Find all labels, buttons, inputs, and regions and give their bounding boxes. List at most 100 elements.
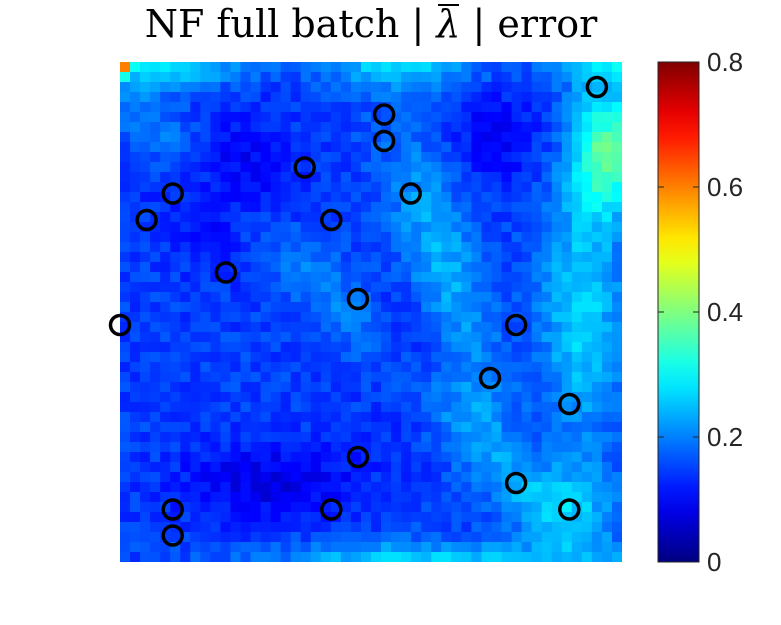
heatmap-cell — [521, 542, 533, 553]
heatmap-cell — [561, 362, 573, 373]
heatmap-cell — [220, 92, 232, 103]
heatmap-cell — [130, 212, 141, 223]
heatmap-cell — [591, 472, 603, 483]
heatmap-cell — [220, 192, 232, 203]
heatmap-cell — [230, 242, 242, 253]
colorbar — [657, 61, 700, 563]
heatmap-cell — [481, 372, 493, 383]
heatmap-cell — [220, 522, 232, 533]
heatmap-cell — [180, 452, 191, 463]
heatmap-cell — [501, 342, 513, 353]
heatmap-cell — [531, 392, 543, 403]
heatmap-cell — [501, 202, 513, 213]
heatmap-cell — [461, 312, 472, 323]
heatmap-cell — [190, 232, 201, 243]
heatmap-cell — [451, 92, 462, 103]
heatmap-cell — [441, 232, 452, 243]
heatmap-cell — [541, 312, 553, 323]
heatmap-cell — [280, 372, 292, 383]
heatmap-cell — [120, 372, 131, 383]
heatmap-cell — [411, 312, 422, 323]
heatmap-cell — [190, 292, 201, 303]
heatmap-cell — [280, 382, 292, 393]
heatmap-cell — [611, 492, 622, 503]
heatmap-cell — [601, 422, 613, 433]
heatmap-cell — [150, 272, 161, 283]
heatmap-cell — [190, 452, 201, 463]
heatmap-cell — [541, 182, 553, 193]
heatmap-cell — [571, 472, 583, 483]
heatmap-cell — [451, 532, 462, 543]
heatmap-cell — [481, 62, 493, 73]
heatmap-cell — [160, 312, 171, 323]
heatmap-cell — [200, 262, 211, 273]
heatmap-cell — [611, 362, 622, 373]
heatmap-cell — [200, 92, 211, 103]
heatmap-cell — [591, 302, 603, 313]
heatmap-cell — [531, 372, 543, 383]
heatmap-cell — [371, 72, 382, 83]
heatmap-cell — [350, 142, 362, 153]
heatmap-cell — [611, 282, 622, 293]
heatmap-cell — [210, 342, 221, 353]
heatmap-cell — [120, 392, 131, 403]
heatmap-cell — [561, 222, 573, 233]
heatmap-cell — [310, 242, 322, 253]
heatmap-cell — [240, 292, 252, 303]
heatmap-cell — [130, 82, 141, 93]
heatmap-cell — [220, 322, 232, 333]
heatmap-cell — [270, 402, 282, 413]
heatmap-cell — [511, 352, 523, 363]
heatmap-cell — [160, 432, 171, 443]
heatmap-cell — [200, 552, 211, 562]
heatmap-cell — [531, 202, 543, 213]
heatmap-cell — [481, 272, 493, 283]
heatmap-cell — [411, 522, 422, 533]
heatmap-cell — [220, 412, 232, 423]
heatmap-cell — [240, 462, 252, 473]
heatmap-cell — [491, 282, 503, 293]
heatmap-cell — [451, 352, 462, 363]
heatmap-cell — [360, 132, 372, 143]
heatmap-cell — [431, 282, 442, 293]
heatmap-cell — [330, 362, 342, 373]
heatmap-cell — [441, 102, 452, 113]
heatmap-cell — [340, 192, 352, 203]
heatmap-cell — [310, 302, 322, 313]
heatmap-cell — [501, 452, 513, 463]
heatmap-cell — [381, 72, 392, 83]
heatmap-cell — [250, 532, 262, 543]
heatmap-cell — [431, 122, 442, 133]
heatmap-cell — [150, 402, 161, 413]
heatmap-cell — [300, 442, 312, 453]
heatmap-cell — [461, 322, 472, 333]
heatmap-cell — [150, 342, 161, 353]
heatmap-cell — [230, 452, 242, 463]
heatmap-cell — [210, 492, 221, 503]
heatmap-cell — [170, 182, 181, 193]
heatmap-cell — [431, 352, 442, 363]
heatmap-cell — [571, 132, 583, 143]
heatmap-cell — [461, 252, 472, 263]
heatmap-cell — [511, 102, 523, 113]
heatmap-cell — [601, 532, 613, 543]
heatmap-cell — [511, 402, 523, 413]
heatmap-cell — [371, 472, 382, 483]
heatmap-cell — [360, 162, 372, 173]
heatmap-cell — [431, 382, 442, 393]
heatmap-cell — [160, 262, 171, 273]
heatmap-cell — [531, 432, 543, 443]
heatmap-cell — [290, 122, 302, 133]
heatmap-cell — [130, 312, 141, 323]
heatmap-cell — [190, 302, 201, 313]
heatmap-cell — [270, 162, 282, 173]
heatmap-cell — [350, 272, 362, 283]
heatmap-cell — [521, 492, 533, 503]
heatmap-cell — [140, 352, 151, 363]
heatmap-cell — [210, 232, 221, 243]
heatmap-cell — [541, 402, 553, 413]
sample-marker — [372, 103, 396, 126]
heatmap-cell — [511, 202, 523, 213]
heatmap-cell — [401, 502, 412, 513]
heatmap-cell — [551, 372, 563, 383]
